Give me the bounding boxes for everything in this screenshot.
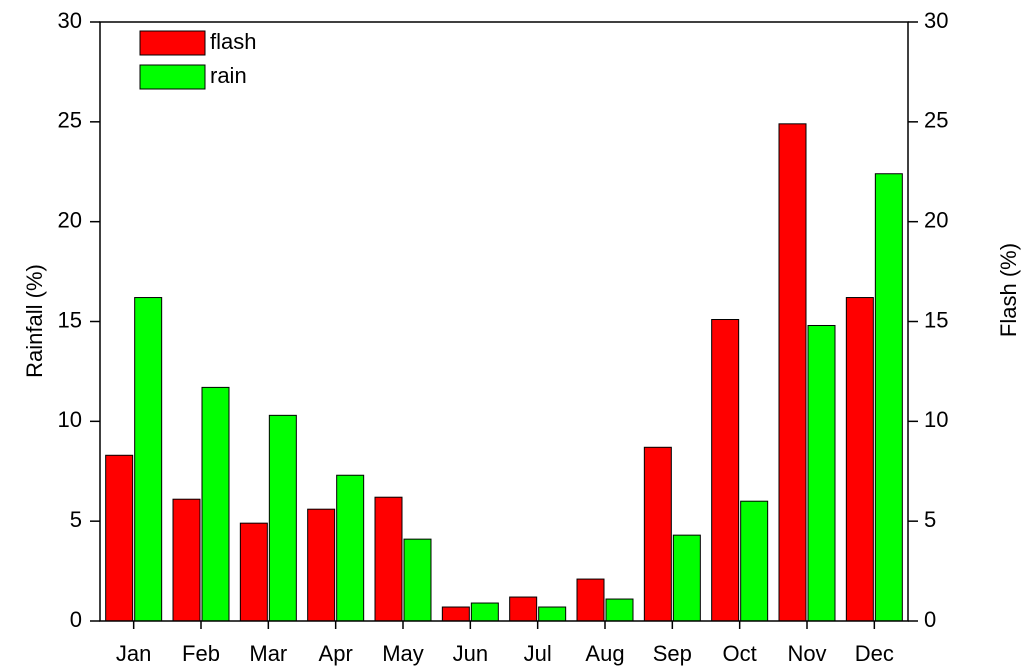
- y2-tick-label: 0: [924, 607, 936, 632]
- bar: [538, 606, 567, 622]
- x-tick-label: Dec: [855, 641, 894, 666]
- x-tick-label: Jan: [116, 641, 151, 666]
- bar: [643, 446, 672, 622]
- bar: [845, 297, 874, 622]
- bar: [403, 538, 432, 622]
- y2-tick-label: 30: [924, 8, 948, 33]
- bar: [470, 602, 499, 622]
- bar: [201, 386, 230, 622]
- y-tick-label: 25: [58, 108, 82, 133]
- x-tick-label: Jul: [524, 641, 552, 666]
- y2-tick-label: 5: [924, 507, 936, 532]
- y-tick-label: 15: [58, 307, 82, 332]
- bar: [172, 498, 201, 622]
- x-tick-label: May: [382, 641, 424, 666]
- plot-frame: [99, 21, 909, 622]
- bar: [672, 534, 701, 622]
- y2-axis-label: Flash (%): [996, 243, 1021, 337]
- x-tick-label: Aug: [585, 641, 624, 666]
- legend-label: flash: [210, 29, 256, 54]
- bar: [740, 500, 769, 622]
- y2-tick-label: 10: [924, 407, 948, 432]
- legend-swatch: [139, 64, 206, 90]
- bar: [874, 173, 903, 622]
- y-axis-label: Rainfall (%): [22, 264, 47, 378]
- bar: [239, 522, 268, 622]
- bar: [307, 508, 336, 622]
- bar: [268, 414, 297, 622]
- x-tick-label: Oct: [723, 641, 757, 666]
- bar: [778, 123, 807, 622]
- bar: [509, 596, 538, 622]
- y2-tick-label: 15: [924, 307, 948, 332]
- y2-tick-label: 20: [924, 207, 948, 232]
- y-tick-label: 30: [58, 8, 82, 33]
- bar: [576, 578, 605, 622]
- bar: [441, 606, 470, 622]
- x-tick-label: Mar: [249, 641, 287, 666]
- bar: [374, 496, 403, 622]
- y-tick-label: 10: [58, 407, 82, 432]
- bar: [134, 297, 163, 622]
- y-tick-label: 0: [70, 607, 82, 632]
- y-tick-label: 20: [58, 207, 82, 232]
- x-tick-label: Feb: [182, 641, 220, 666]
- bar: [105, 454, 134, 622]
- bar: [605, 598, 634, 622]
- bar: [336, 474, 365, 622]
- x-tick-label: Apr: [319, 641, 353, 666]
- legend-label: rain: [210, 63, 247, 88]
- y2-tick-label: 25: [924, 108, 948, 133]
- x-tick-label: Sep: [653, 641, 692, 666]
- bar: [711, 319, 740, 622]
- x-tick-label: Jun: [453, 641, 488, 666]
- y-tick-label: 5: [70, 507, 82, 532]
- legend-swatch: [139, 30, 206, 56]
- x-tick-label: Nov: [787, 641, 826, 666]
- bar: [807, 324, 836, 622]
